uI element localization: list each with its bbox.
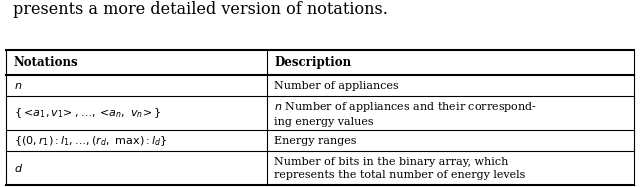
Text: $n$ Number of appliances and their correspond-
ing energy values: $n$ Number of appliances and their corre…: [274, 100, 538, 127]
Text: $d$: $d$: [14, 162, 23, 174]
Text: Number of bits in the binary array, which
represents the total number of energy : Number of bits in the binary array, whic…: [274, 157, 525, 180]
Text: Energy ranges: Energy ranges: [274, 136, 356, 146]
Text: Description: Description: [274, 56, 351, 69]
Text: Number of appliances: Number of appliances: [274, 81, 399, 91]
Text: $\{(0,r_1){:}l_1, \ldots, (r_d,\ \mathrm{max}){:}l_d\}$: $\{(0,r_1){:}l_1, \ldots, (r_d,\ \mathrm…: [14, 134, 168, 148]
Text: Notations: Notations: [14, 56, 79, 69]
Text: $n$: $n$: [14, 81, 22, 91]
Text: $\{<\!a_1,v_1\!>, \ldots, <\!a_n,\ v_n\!>\}$: $\{<\!a_1,v_1\!>, \ldots, <\!a_n,\ v_n\!…: [14, 106, 161, 120]
Text: presents a more detailed version of notations.: presents a more detailed version of nota…: [13, 1, 388, 18]
